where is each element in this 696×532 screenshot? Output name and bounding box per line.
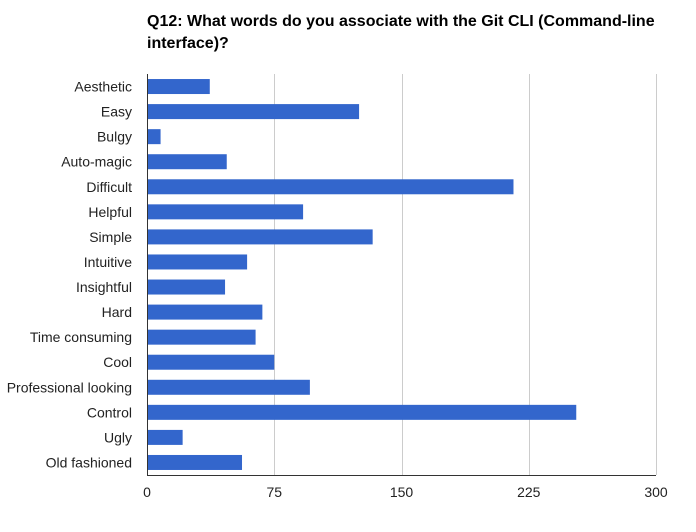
category-label: Difficult [86,179,132,195]
category-label: Ugly [104,429,132,445]
x-tick-label: 300 [644,484,668,500]
bar-easy [148,104,360,120]
bar-cool [148,354,275,370]
bar-difficult [148,179,514,195]
chart-title: Q12: What words do you associate with th… [147,13,655,52]
x-tick-label: 75 [266,484,282,500]
category-label: Simple [89,229,132,245]
bar-bulgy [148,129,161,145]
category-label: Aesthetic [74,79,132,95]
category-label: Bulgy [97,129,132,145]
axes [147,74,656,476]
category-label: Intuitive [84,254,132,270]
bar-hard [148,304,263,320]
category-label: Old fashioned [46,454,132,470]
bar-aesthetic [148,79,210,95]
bar-auto-magic [148,154,227,170]
bar-intuitive [148,254,248,270]
bar-helpful [148,204,304,220]
bar-old-fashioned [148,454,243,470]
bar-simple [148,229,373,245]
bar-professional-looking [148,379,310,395]
bars [148,79,577,470]
bar-control [148,404,577,420]
bar-time-consuming [148,329,256,345]
x-tick-label: 225 [517,484,541,500]
x-tick-labels: 0 75 150 225 300 [143,484,668,500]
category-labels: Aesthetic Easy Bulgy Auto-magic Difficult Hel… [7,79,133,471]
category-label: Insightful [76,279,132,295]
category-label: Auto-magic [61,154,132,170]
bar-ugly [148,429,183,445]
category-label: Control [87,404,132,420]
category-label: Professional looking [7,379,132,395]
category-label: Helpful [88,204,132,220]
category-label: Time consuming [30,329,132,345]
x-tick-label: 0 [143,484,151,500]
category-label: Cool [103,354,132,370]
x-tick-label: 150 [390,484,414,500]
category-label: Hard [102,304,132,320]
bar-insightful [148,279,226,295]
category-label: Easy [101,104,132,120]
